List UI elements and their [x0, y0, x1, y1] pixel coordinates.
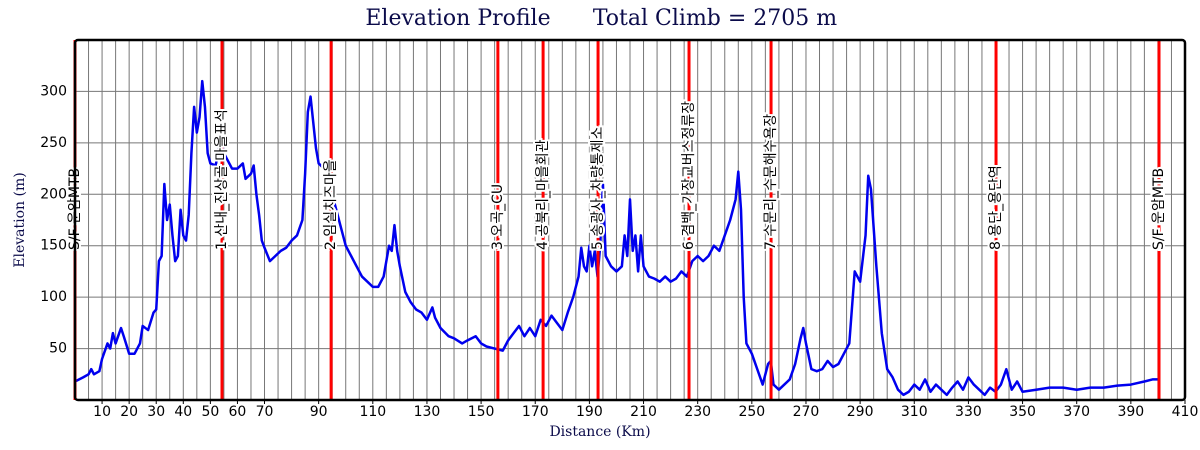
checkpoint-label: 3 오곡_CU — [490, 184, 506, 250]
x-tick-label: 10 — [93, 404, 111, 420]
plot-frame — [73, 38, 1187, 402]
checkpoint-label: 4 공북리_마을회관 — [535, 139, 551, 250]
x-tick-label: 330 — [955, 404, 982, 420]
x-tick-label: 150 — [468, 404, 495, 420]
checkpoint-label: 5 송광사_차량통제소 — [590, 126, 606, 250]
checkpoint-label: 6 겸백_가장교버스정류장 — [681, 101, 697, 250]
x-tick-label: 70 — [256, 404, 274, 420]
elevation-line — [74, 79, 1158, 397]
x-tick-label: 130 — [414, 404, 441, 420]
checkpoint-label: 1 산내_진상골 마을표석 — [214, 109, 230, 250]
y-tick-label: 100 — [40, 289, 67, 305]
x-tick-label: 250 — [738, 404, 765, 420]
checkpoint-label: S/F 운암MTB — [1151, 168, 1167, 250]
x-axis-label: Distance (Km) — [549, 424, 650, 440]
x-tick-label: 190 — [576, 404, 603, 420]
x-tick-label: 90 — [310, 404, 328, 420]
y-axis-label: Elevation (m) — [12, 172, 28, 267]
x-tick-label: 390 — [1117, 404, 1144, 420]
y-tick-label: 150 — [40, 238, 67, 254]
x-tick-label: 310 — [901, 404, 928, 420]
chart-subtitle: Total Climb = 2705 m — [593, 6, 837, 31]
checkpoint-label: 2 임실치즈마을 — [323, 159, 339, 250]
chart-title: Elevation Profile — [365, 6, 550, 31]
x-tick-label: 40 — [174, 404, 192, 420]
x-tick-label: 50 — [201, 404, 219, 420]
x-tick-label: 270 — [793, 404, 820, 420]
y-tick-label: 50 — [49, 341, 67, 357]
y-tick-label: 200 — [40, 186, 67, 202]
x-tick-label: 30 — [147, 404, 165, 420]
x-tick-label: 170 — [522, 404, 549, 420]
x-tick-label: 230 — [684, 404, 711, 420]
x-tick-label: 20 — [120, 404, 138, 420]
x-tick-label: 350 — [1009, 404, 1036, 420]
y-tick-label: 300 — [40, 83, 67, 99]
x-tick-label: 210 — [630, 404, 657, 420]
x-tick-label: 370 — [1063, 404, 1090, 420]
checkpoint-label: 8 용단_용단역 — [988, 165, 1004, 250]
x-tick-label: 290 — [847, 404, 874, 420]
x-tick-label: 410 — [1172, 404, 1199, 420]
y-tick-label: 250 — [40, 135, 67, 151]
checkpoint-label: 7 수문리_수문해수욕장 — [763, 114, 779, 250]
x-tick-label: 60 — [229, 404, 247, 420]
x-tick-label: 110 — [359, 404, 386, 420]
